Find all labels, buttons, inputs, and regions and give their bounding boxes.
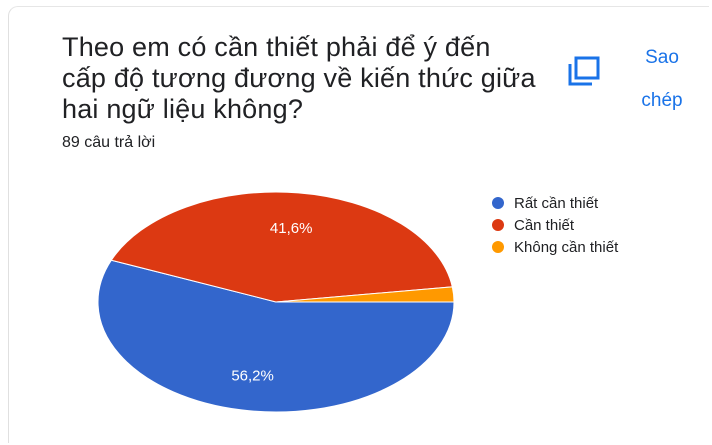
legend-swatch [492,219,504,231]
pie-slice-rat-can-thiet [97,259,455,413]
copy-icon[interactable] [566,56,602,88]
legend-swatch [492,197,504,209]
chart-legend: Rất cần thiết Cần thiết Không cần thiết [492,192,618,258]
response-count: 89 câu trả lời [62,134,156,151]
legend-label: Không cần thiết [514,238,619,256]
slice-label-rat-can-thiet: 56,2% [231,367,274,384]
pie-slice-can-thiet [110,191,453,303]
copy-label-line2: chép [641,90,683,111]
legend-item-rat-can-thiet: Rất cần thiết [492,192,618,214]
pie-slice-khong-can-thiet [275,286,455,303]
question-title: Theo em có cần thiết phải để ý đến cấp đ… [62,32,536,124]
legend-item-can-thiet: Cần thiết [492,214,618,236]
legend-label: Cần thiết [514,216,575,234]
copy-button[interactable]: Sao chép [622,36,702,122]
legend-label: Rất cần thiết [514,194,599,212]
slice-label-can-thiet: 41,6% [270,220,313,237]
legend-swatch [492,241,504,253]
copy-label-line1: Sao [645,47,679,68]
legend-item-khong-can-thiet: Không cần thiết [492,236,618,258]
